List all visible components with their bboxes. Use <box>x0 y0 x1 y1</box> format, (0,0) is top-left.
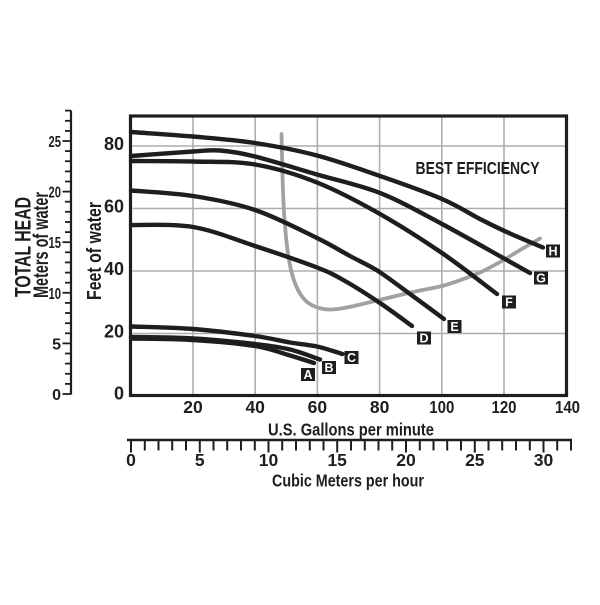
svg-text:0: 0 <box>52 387 61 404</box>
svg-text:TOTAL HEAD: TOTAL HEAD <box>11 197 36 297</box>
svg-text:40: 40 <box>245 397 265 417</box>
svg-text:30: 30 <box>534 450 554 470</box>
svg-text:80: 80 <box>370 397 390 417</box>
svg-text:B: B <box>324 361 333 375</box>
svg-text:D: D <box>419 332 428 346</box>
svg-text:20: 20 <box>183 397 203 417</box>
svg-text:140: 140 <box>555 397 580 417</box>
svg-text:20: 20 <box>49 185 62 202</box>
svg-text:40: 40 <box>104 259 124 279</box>
svg-text:10: 10 <box>259 450 279 470</box>
svg-text:Meters of water: Meters of water <box>30 192 53 298</box>
svg-text:25: 25 <box>465 450 485 470</box>
svg-text:Feet of water: Feet of water <box>84 202 106 300</box>
svg-text:80: 80 <box>104 134 124 154</box>
svg-text:A: A <box>303 368 312 382</box>
svg-text:U.S. Gallons per minute: U.S. Gallons per minute <box>268 420 434 440</box>
svg-text:10: 10 <box>49 286 62 303</box>
svg-text:15: 15 <box>49 235 62 252</box>
svg-text:120: 120 <box>492 397 517 417</box>
svg-text:H: H <box>548 245 557 259</box>
svg-text:100: 100 <box>429 397 454 417</box>
svg-text:E: E <box>450 320 458 334</box>
svg-text:C: C <box>347 351 356 365</box>
svg-text:20: 20 <box>104 322 124 342</box>
svg-text:0: 0 <box>114 384 124 404</box>
svg-text:60: 60 <box>308 397 328 417</box>
svg-text:15: 15 <box>327 450 347 470</box>
svg-text:BEST EFFICIENCY: BEST EFFICIENCY <box>416 158 540 178</box>
svg-text:25: 25 <box>49 134 62 151</box>
svg-text:G: G <box>536 272 546 286</box>
svg-text:20: 20 <box>396 450 416 470</box>
svg-text:0: 0 <box>126 450 136 470</box>
svg-text:Cubic Meters per hour: Cubic Meters per hour <box>272 471 424 491</box>
svg-text:F: F <box>505 296 513 310</box>
svg-text:5: 5 <box>52 336 61 353</box>
svg-text:5: 5 <box>195 450 205 470</box>
svg-text:60: 60 <box>104 197 124 217</box>
